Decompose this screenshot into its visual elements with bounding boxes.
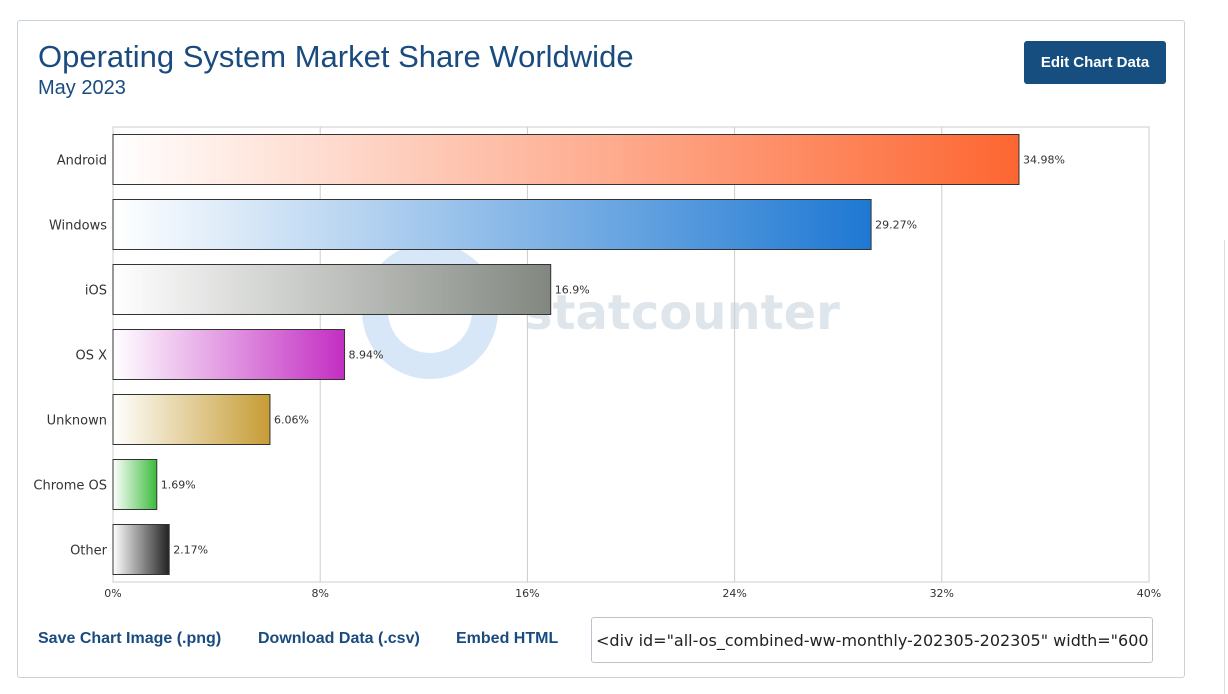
category-label: iOS (85, 284, 107, 299)
download-data-link[interactable]: Download Data (.csv) (258, 630, 420, 647)
x-tick-label: 32% (930, 587, 954, 600)
chart-title: Operating System Market Share Worldwide (38, 39, 634, 74)
bar-ios[interactable] (112, 264, 552, 315)
category-label: Other (70, 544, 108, 559)
category-label: Android (57, 154, 107, 169)
bar-windows[interactable] (112, 199, 872, 250)
value-label: 1.69% (161, 479, 196, 492)
value-label: 29.27% (875, 219, 917, 232)
watermark-text: statcounter (524, 285, 840, 341)
category-label: Windows (49, 219, 107, 234)
value-label: 2.17% (173, 544, 208, 557)
x-tick-label: 0% (104, 587, 121, 600)
embed-html-link[interactable]: Embed HTML (456, 630, 559, 647)
save-chart-image-link[interactable]: Save Chart Image (.png) (38, 630, 222, 647)
bar-chart: statcounter 0% 8% 16% 24% 32% 40% Android 34.98… (33, 126, 1161, 600)
page-divider (1224, 240, 1225, 694)
category-label: OS X (75, 349, 107, 364)
value-label: 6.06% (274, 414, 309, 427)
x-tick-label: 16% (515, 587, 539, 600)
bar-os-x[interactable] (112, 329, 346, 380)
value-label: 34.98% (1023, 154, 1065, 167)
x-tick-label: 40% (1137, 587, 1161, 600)
value-label: 8.94% (349, 349, 384, 362)
bar-android[interactable] (112, 134, 1020, 185)
bar-unknown[interactable] (112, 394, 271, 445)
edit-chart-data-button[interactable]: Edit Chart Data (1024, 41, 1166, 84)
bar-other[interactable] (112, 524, 170, 575)
x-tick-label: 8% (311, 587, 328, 600)
x-tick-label: 24% (722, 587, 746, 600)
bar-chrome-os[interactable] (112, 459, 158, 510)
chart-panel: Operating System Market Share Worldwide … (17, 20, 1185, 678)
category-label: Unknown (47, 414, 107, 429)
chart-subtitle: May 2023 (38, 77, 126, 99)
embed-html-field[interactable] (591, 617, 1153, 663)
value-label: 16.9% (555, 284, 590, 297)
category-label: Chrome OS (33, 479, 107, 494)
